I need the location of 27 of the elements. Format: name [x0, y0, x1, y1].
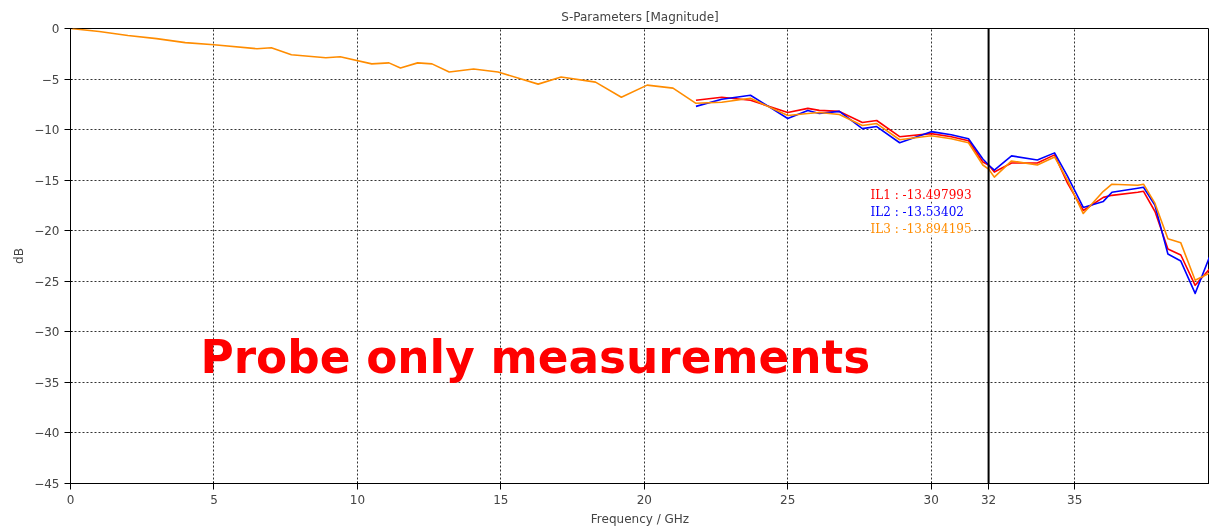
x-tick-label: 20 [636, 492, 652, 507]
y-tick-label: −5 [41, 72, 60, 87]
y-tick-label: −15 [34, 173, 60, 188]
ref-line-label: 32 [980, 492, 997, 507]
text: IL2 : -13.53402 [870, 204, 964, 219]
y-tick-label: −30 [34, 325, 60, 340]
annotation: Probe only measurements [200, 330, 871, 384]
line-series [70, 28, 1209, 282]
x-axis-title: Frequency / GHz [590, 511, 690, 526]
y-tick-label: −35 [34, 375, 60, 390]
x-tick-label: 15 [493, 492, 509, 507]
x-tick-label: 0 [66, 492, 75, 507]
y-tick-label: −20 [34, 224, 60, 239]
x-tick-label: 10 [349, 492, 366, 507]
x-tick-label: 5 [210, 492, 218, 507]
y-tick-label: −25 [34, 274, 60, 289]
x-tick-label: 25 [780, 492, 796, 507]
y-axis-title: dB [12, 248, 27, 264]
text: IL1 : -13.497993 [870, 187, 972, 202]
x-tick-label: 30 [923, 492, 939, 507]
y-tick-label: −40 [34, 426, 60, 441]
y-tick-label: −10 [34, 123, 60, 138]
y-tick-label: −45 [34, 477, 60, 491]
text: IL3 : -13.894195 [870, 221, 972, 236]
x-tick-label: 35 [1067, 492, 1083, 507]
chart-title: S-Parameters [Magnitude] [561, 9, 719, 24]
y-tick-label: 0 [51, 22, 60, 36]
